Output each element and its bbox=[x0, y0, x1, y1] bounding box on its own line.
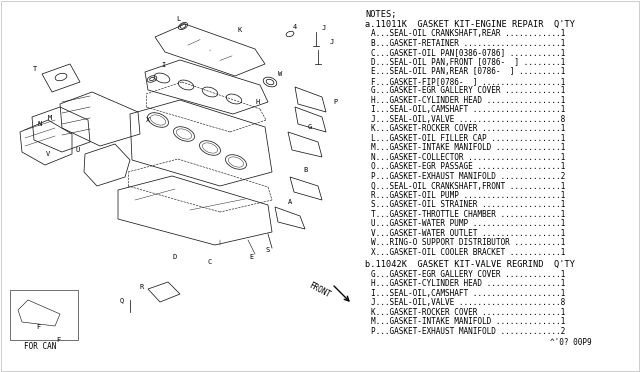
Text: B: B bbox=[303, 167, 307, 173]
Text: G: G bbox=[308, 124, 312, 130]
Text: W...RING-O SUPPORT DISTRIBUTOR ..........1: W...RING-O SUPPORT DISTRIBUTOR .........… bbox=[371, 238, 565, 247]
Text: K...GASKET-ROCKER COVER .................1: K...GASKET-ROCKER COVER ................… bbox=[371, 125, 565, 134]
Text: R...GASKET-OIL PUMP .....................1: R...GASKET-OIL PUMP ....................… bbox=[371, 191, 565, 200]
Text: b.11042K  GASKET KIT-VALVE REGRIND  Q'TY: b.11042K GASKET KIT-VALVE REGRIND Q'TY bbox=[365, 260, 575, 269]
Text: L: L bbox=[176, 16, 180, 22]
Text: R: R bbox=[140, 284, 144, 290]
Text: Q...SEAL-OIL CRANKSHAFT,FRONT ...........1: Q...SEAL-OIL CRANKSHAFT,FRONT ..........… bbox=[371, 182, 565, 190]
Text: S: S bbox=[266, 247, 270, 253]
Text: FOR CAN: FOR CAN bbox=[24, 342, 56, 351]
Text: F: F bbox=[36, 324, 40, 330]
Text: J: J bbox=[322, 25, 326, 31]
Text: M...GASKET-INTAKE MANIFOLD ..............1: M...GASKET-INTAKE MANIFOLD .............… bbox=[371, 144, 565, 153]
Text: G...GASKET-EGR GALLERY COVER ............1: G...GASKET-EGR GALLERY COVER ...........… bbox=[371, 270, 565, 279]
Text: M...GASKET-INTAKE MANIFOLD ..............1: M...GASKET-INTAKE MANIFOLD .............… bbox=[371, 317, 565, 326]
Text: A...SEAL-OIL CRANKSHAFT,REAR ............1: A...SEAL-OIL CRANKSHAFT,REAR ...........… bbox=[371, 29, 565, 38]
Text: a.11011K  GASKET KIT-ENGINE REPAIR  Q'TY: a.11011K GASKET KIT-ENGINE REPAIR Q'TY bbox=[365, 20, 575, 29]
Text: E: E bbox=[250, 254, 254, 260]
Text: U: U bbox=[76, 147, 80, 153]
Text: P: P bbox=[333, 99, 337, 105]
Text: P...GASKET-EXHAUST MANIFOLD .............2: P...GASKET-EXHAUST MANIFOLD ............… bbox=[371, 327, 565, 336]
Text: D...SEAL-OIL PAN,FRONT [0786-  ] ........1: D...SEAL-OIL PAN,FRONT [0786- ] ........… bbox=[371, 58, 565, 67]
Text: FRONT: FRONT bbox=[308, 280, 332, 299]
Text: B...GASKET-RETAINER .....................1: B...GASKET-RETAINER ....................… bbox=[371, 39, 565, 48]
Text: H: H bbox=[256, 99, 260, 105]
Text: K: K bbox=[238, 27, 242, 33]
Text: NOTES;: NOTES; bbox=[365, 10, 397, 19]
Text: F...GASKET-FIP[0786-  ] .................1: F...GASKET-FIP[0786- ] .................… bbox=[371, 77, 565, 86]
Text: T...GASKET-THROTTLE CHAMBER .............1: T...GASKET-THROTTLE CHAMBER ............… bbox=[371, 210, 565, 219]
Text: K...GASKET-ROCKER COVER .................1: K...GASKET-ROCKER COVER ................… bbox=[371, 308, 565, 317]
Text: W: W bbox=[278, 71, 282, 77]
Text: I...SEAL-OIL,CAMSHAFT ...................1: I...SEAL-OIL,CAMSHAFT ..................… bbox=[371, 289, 565, 298]
Text: H...GASKET-CYLINDER HEAD ................1: H...GASKET-CYLINDER HEAD ...............… bbox=[371, 96, 565, 105]
Text: J...SEAL-OIL,VALVE ......................8: J...SEAL-OIL,VALVE .....................… bbox=[371, 115, 565, 124]
Text: V: V bbox=[46, 151, 50, 157]
Text: F: F bbox=[56, 337, 60, 343]
Text: P...GASKET-EXHAUST MANIFOLD .............2: P...GASKET-EXHAUST MANIFOLD ............… bbox=[371, 172, 565, 181]
Text: ^'0? 00P9: ^'0? 00P9 bbox=[550, 338, 591, 347]
Text: V...GASKET-WATER OUTLET .................1: V...GASKET-WATER OUTLET ................… bbox=[371, 229, 565, 238]
Text: X...GASKET-OIL COOLER BRACKET ...........1: X...GASKET-OIL COOLER BRACKET ..........… bbox=[371, 248, 565, 257]
Text: X: X bbox=[146, 117, 150, 123]
Text: J: J bbox=[330, 39, 334, 45]
Text: O...GASKET-EGR PASSAGE ..................1: O...GASKET-EGR PASSAGE .................… bbox=[371, 163, 565, 171]
Text: G...GASKET-EGR GALLERY COVER ............1: G...GASKET-EGR GALLERY COVER ...........… bbox=[371, 86, 565, 96]
Text: Q: Q bbox=[120, 297, 124, 303]
Text: S...GASKET-OIL STRAINER .................1: S...GASKET-OIL STRAINER ................… bbox=[371, 201, 565, 209]
Text: A: A bbox=[288, 199, 292, 205]
Text: 4: 4 bbox=[293, 24, 297, 30]
Text: C: C bbox=[208, 259, 212, 265]
Text: D: D bbox=[173, 254, 177, 260]
Bar bbox=[10, 290, 78, 340]
Text: U...GASKET-WATER PUMP ...................1: U...GASKET-WATER PUMP ..................… bbox=[371, 219, 565, 228]
Text: C...GASKET-OIL PAN[0386-0786] ...........1: C...GASKET-OIL PAN[0386-0786] ..........… bbox=[371, 48, 565, 58]
Text: N...GASKET-COLLECTOR ....................1: N...GASKET-COLLECTOR ...................… bbox=[371, 153, 565, 162]
Text: L...GASKET-OIL FILLER CAP ...............1: L...GASKET-OIL FILLER CAP ..............… bbox=[371, 134, 565, 143]
Text: N: N bbox=[38, 121, 42, 127]
Text: H...GASKET-CYLINDER HEAD ................1: H...GASKET-CYLINDER HEAD ...............… bbox=[371, 279, 565, 288]
Text: M: M bbox=[48, 115, 52, 121]
Text: E...SEAL-OIL PAN,REAR [0786-  ] .........1: E...SEAL-OIL PAN,REAR [0786- ] .........… bbox=[371, 67, 565, 77]
Text: I: I bbox=[161, 62, 165, 68]
Text: T: T bbox=[33, 66, 37, 72]
Text: J...SEAL-OIL,VALVE ......................8: J...SEAL-OIL,VALVE .....................… bbox=[371, 298, 565, 307]
Text: I...SEAL-OIL,CAMSHAFT ...................1: I...SEAL-OIL,CAMSHAFT ..................… bbox=[371, 106, 565, 115]
